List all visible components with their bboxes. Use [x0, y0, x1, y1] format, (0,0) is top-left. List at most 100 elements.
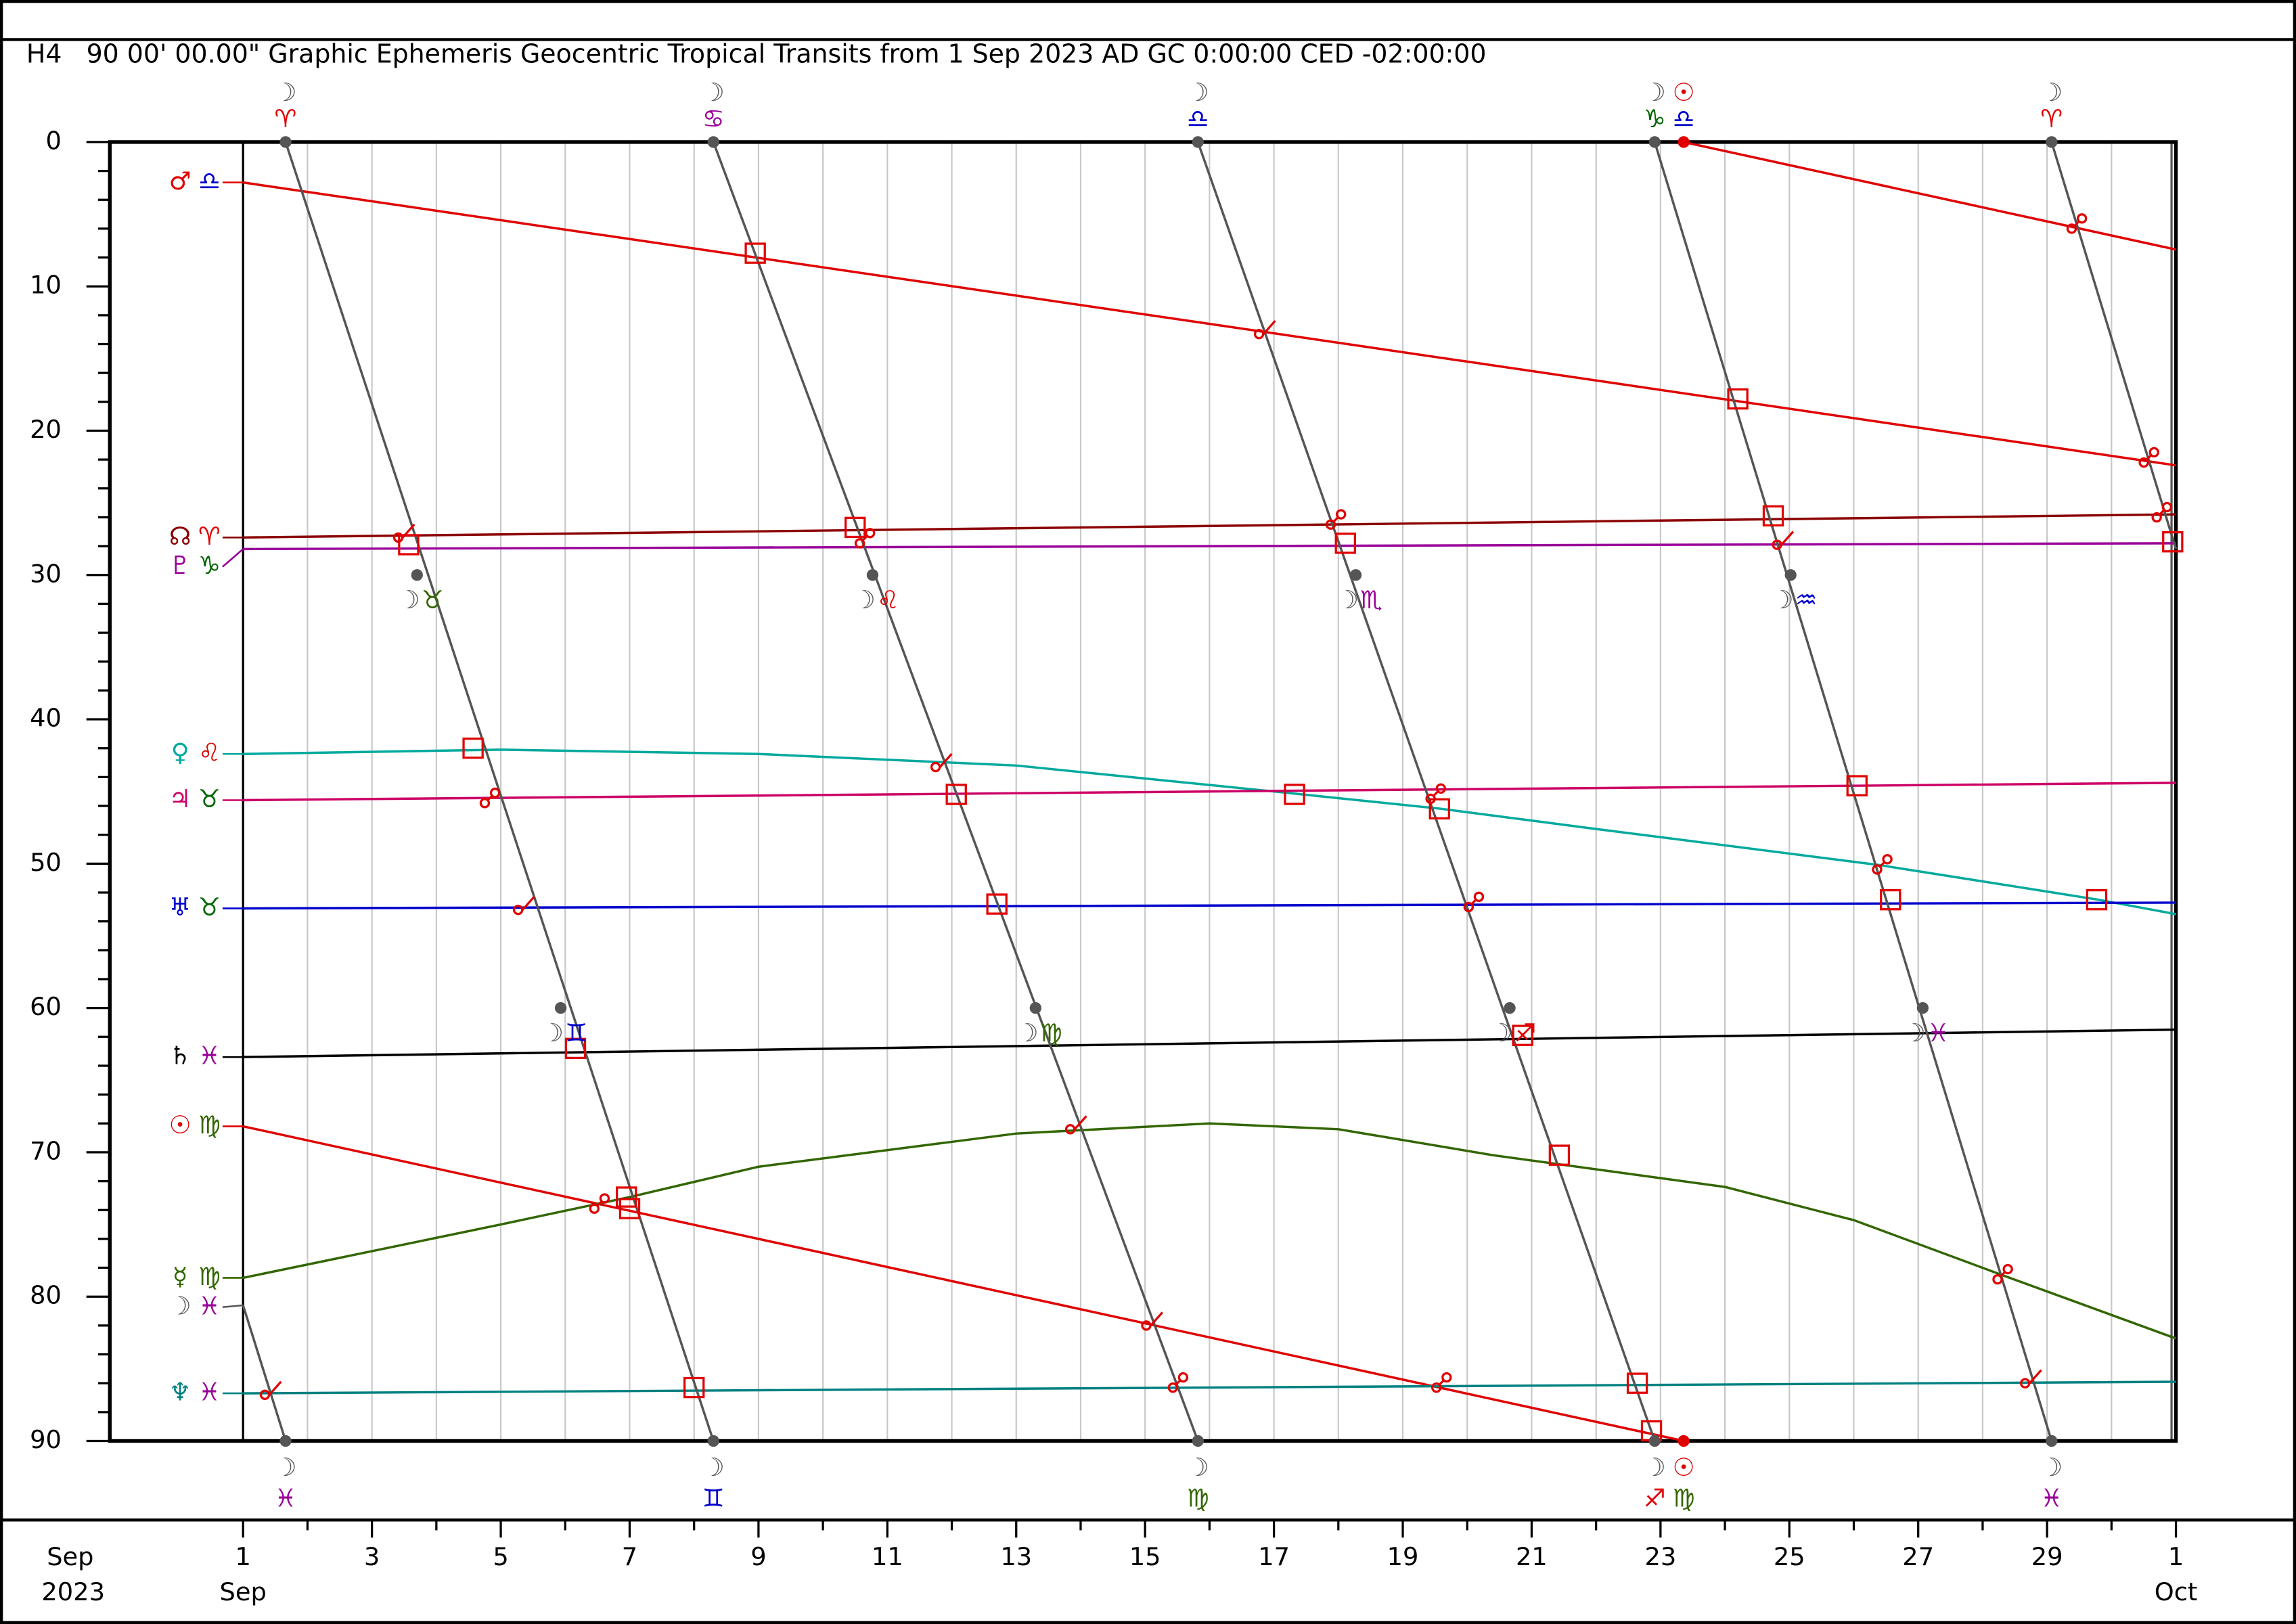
aspect-square	[1727, 388, 1749, 410]
aspect-dot	[2076, 213, 2088, 224]
ingress-dot	[866, 569, 879, 581]
planet-sign: ♓	[198, 1291, 221, 1320]
aspect-stroke	[861, 535, 868, 541]
x-start-year: 2023	[41, 1577, 105, 1606]
ingress-planet: ☽	[1772, 585, 1794, 614]
x-start-month: Sep	[47, 1542, 93, 1571]
x-tick-label: 13	[1000, 1542, 1032, 1571]
wrap-sign: ♍	[1187, 1484, 1209, 1513]
aspect-opposition	[2138, 447, 2159, 468]
aspect-dot	[1431, 1382, 1442, 1393]
aspect-square	[945, 784, 967, 805]
wrap-planet: ☽	[2040, 78, 2063, 107]
aspect-square	[564, 1037, 587, 1060]
aspect-square	[618, 1198, 641, 1219]
aspect-opposition	[589, 1193, 610, 1214]
aspect-dot	[1177, 1372, 1189, 1383]
x-tick-label: 3	[364, 1542, 380, 1571]
wrap-planet: ☽	[275, 78, 297, 107]
aspect-stroke	[1433, 790, 1439, 797]
wrap-sign: ♎	[1187, 104, 1209, 133]
y-tick-label: 20	[30, 415, 62, 444]
wrap-dot	[1678, 136, 1690, 148]
aspect-stroke	[2073, 221, 2080, 227]
wrap-dot	[279, 1435, 292, 1447]
planet-line	[243, 542, 2176, 551]
planet-glyph: ♇	[169, 551, 192, 580]
aspect-stroke	[401, 523, 415, 539]
aspect-opposition	[854, 528, 876, 549]
y-tick-label: 0	[45, 126, 61, 155]
aspect-stroke	[596, 1200, 603, 1207]
x-tick-label: 7	[622, 1542, 637, 1571]
planet-sign: ♓	[198, 1378, 221, 1407]
planet-sign: ♉	[198, 893, 221, 922]
x-tick-label: 25	[1774, 1542, 1805, 1571]
planet-glyph: ♂	[169, 166, 192, 196]
aspect-square	[1846, 775, 1868, 796]
aspect-dot	[1064, 1124, 1076, 1135]
aspect-opposition	[1325, 509, 1347, 530]
aspect-square	[1512, 1024, 1533, 1046]
aspect-stroke	[2159, 509, 2165, 516]
aspect-dot	[2138, 457, 2149, 468]
aspect-square	[2162, 531, 2184, 553]
aspect-stroke	[1262, 320, 1276, 335]
aspect-square	[462, 738, 484, 759]
aspect-stroke	[2000, 1271, 2006, 1278]
ingress-planet: ☽	[541, 1018, 564, 1047]
aspect-dot	[2161, 501, 2172, 513]
aspect-stroke	[1175, 1379, 1181, 1386]
planet-sign: ♑	[198, 551, 221, 580]
aspect-square	[1284, 784, 1305, 805]
aspect-square	[945, 784, 967, 805]
ingress-sign: ♒	[1795, 585, 1818, 614]
aspect-stroke	[521, 896, 535, 911]
aspect-semisquare	[392, 523, 415, 543]
aspect-opposition	[2066, 213, 2088, 234]
aspect-dot	[1325, 519, 1336, 530]
wrap-sign: ♊	[702, 1484, 725, 1513]
aspect-dot	[1772, 539, 1782, 550]
aspect-square	[2162, 531, 2184, 553]
aspect-dot	[1473, 891, 1485, 902]
aspect-dot	[479, 798, 491, 809]
wrap-sign: ♎	[1673, 104, 1695, 133]
aspect-semisquare	[259, 1380, 282, 1400]
x-tick-label: 15	[1129, 1542, 1161, 1571]
aspect-square	[2086, 888, 2108, 911]
y-tick-label: 70	[30, 1136, 62, 1165]
aspect-dot	[1872, 864, 1883, 875]
wrap-dot	[1678, 1435, 1690, 1447]
planet-glyph: ♃	[169, 784, 192, 813]
aspect-square	[398, 534, 420, 556]
aspect-square	[1548, 1144, 1571, 1166]
aspect-square	[1334, 533, 1356, 554]
x-tick-label: 1	[2168, 1542, 2184, 1571]
aspect-opposition	[1431, 1372, 1452, 1393]
aspect-stroke	[2146, 454, 2153, 461]
ingress-dot	[1784, 569, 1797, 581]
aspect-opposition	[1425, 783, 1446, 805]
wrap-planet: ☽	[1644, 78, 1666, 107]
chart-title: H4 90 00' 00.00" Graphic Ephemeris Geoce…	[26, 39, 1487, 69]
aspect-square	[744, 242, 766, 264]
planet-glyph: ☽	[169, 1291, 192, 1320]
aspect-square	[616, 1186, 637, 1208]
x-tick-label: 27	[1902, 1542, 1934, 1571]
x-tick-label: 1	[235, 1542, 251, 1571]
y-tick-label: 60	[30, 992, 62, 1021]
aspect-square	[1548, 1144, 1571, 1166]
wrap-dot	[707, 1435, 719, 1447]
x-tick-label: 23	[1644, 1542, 1676, 1571]
aspect-square	[616, 1186, 637, 1208]
ingress-planet: ☽	[1490, 1018, 1512, 1047]
ingress-dot	[411, 569, 423, 581]
aspect-stroke	[1332, 516, 1339, 523]
aspect-square	[462, 738, 484, 759]
wrap-dot	[2046, 1435, 2058, 1447]
aspect-opposition	[1872, 854, 1893, 875]
ingress-sign: ♌	[877, 585, 899, 614]
aspect-square	[986, 893, 1008, 915]
